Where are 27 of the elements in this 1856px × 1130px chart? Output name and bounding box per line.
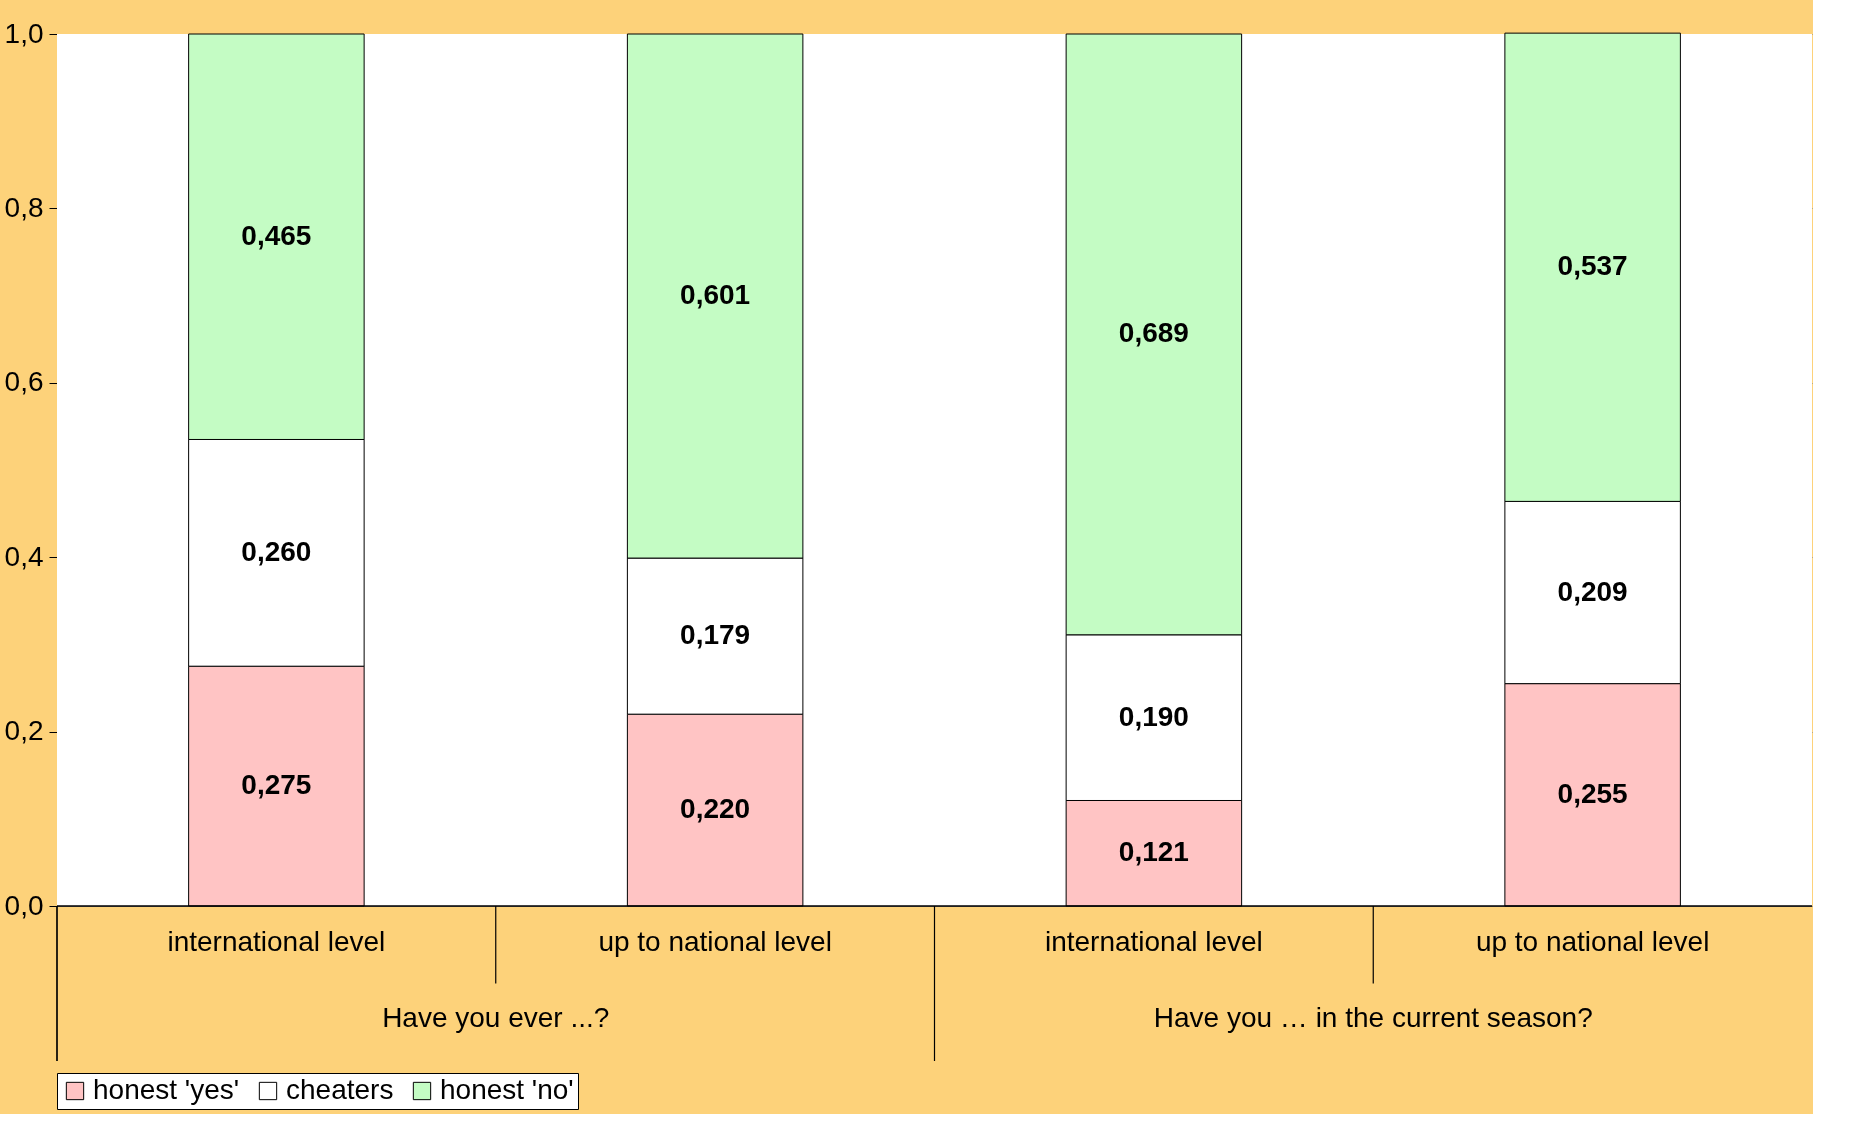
data-label: 0,190	[1118, 700, 1189, 732]
data-label: 0,179	[680, 619, 751, 651]
data-label: 0,465	[241, 219, 312, 251]
text: Have you … in the current season?	[1153, 1002, 1593, 1034]
data-label: 0,220	[680, 793, 751, 825]
data-label: 0,255	[1557, 777, 1628, 809]
text: Have you ever ...?	[382, 1002, 610, 1034]
data-label: 0,260	[241, 535, 312, 567]
legend-label: cheaters	[286, 1074, 394, 1105]
x-tick-label: up to national level	[1475, 926, 1710, 958]
data-label: 0,275	[241, 769, 312, 801]
x-tick-label: up to national level	[598, 926, 832, 958]
y-tick-label: 0,6	[4, 366, 44, 398]
y-tick-label: 0,2	[4, 715, 44, 747]
data-label: 0,209	[1557, 575, 1628, 607]
y-tick-label: 1,0	[4, 17, 44, 49]
y-tick-label: 0,8	[4, 191, 44, 223]
data-label: 0,121	[1118, 836, 1189, 868]
data-label: 0,601	[680, 279, 751, 311]
x-tick-label: international level	[167, 926, 386, 958]
legend-label: honest 'yes'	[93, 1074, 240, 1105]
x-tick-label: international level	[1044, 926, 1263, 958]
y-tick-label: 0,4	[4, 540, 44, 572]
data-label: 0,537	[1557, 250, 1628, 282]
legend-label: honest 'no'	[440, 1074, 574, 1105]
data-label: 0,689	[1118, 317, 1189, 349]
y-tick-label: 0,0	[4, 889, 44, 921]
